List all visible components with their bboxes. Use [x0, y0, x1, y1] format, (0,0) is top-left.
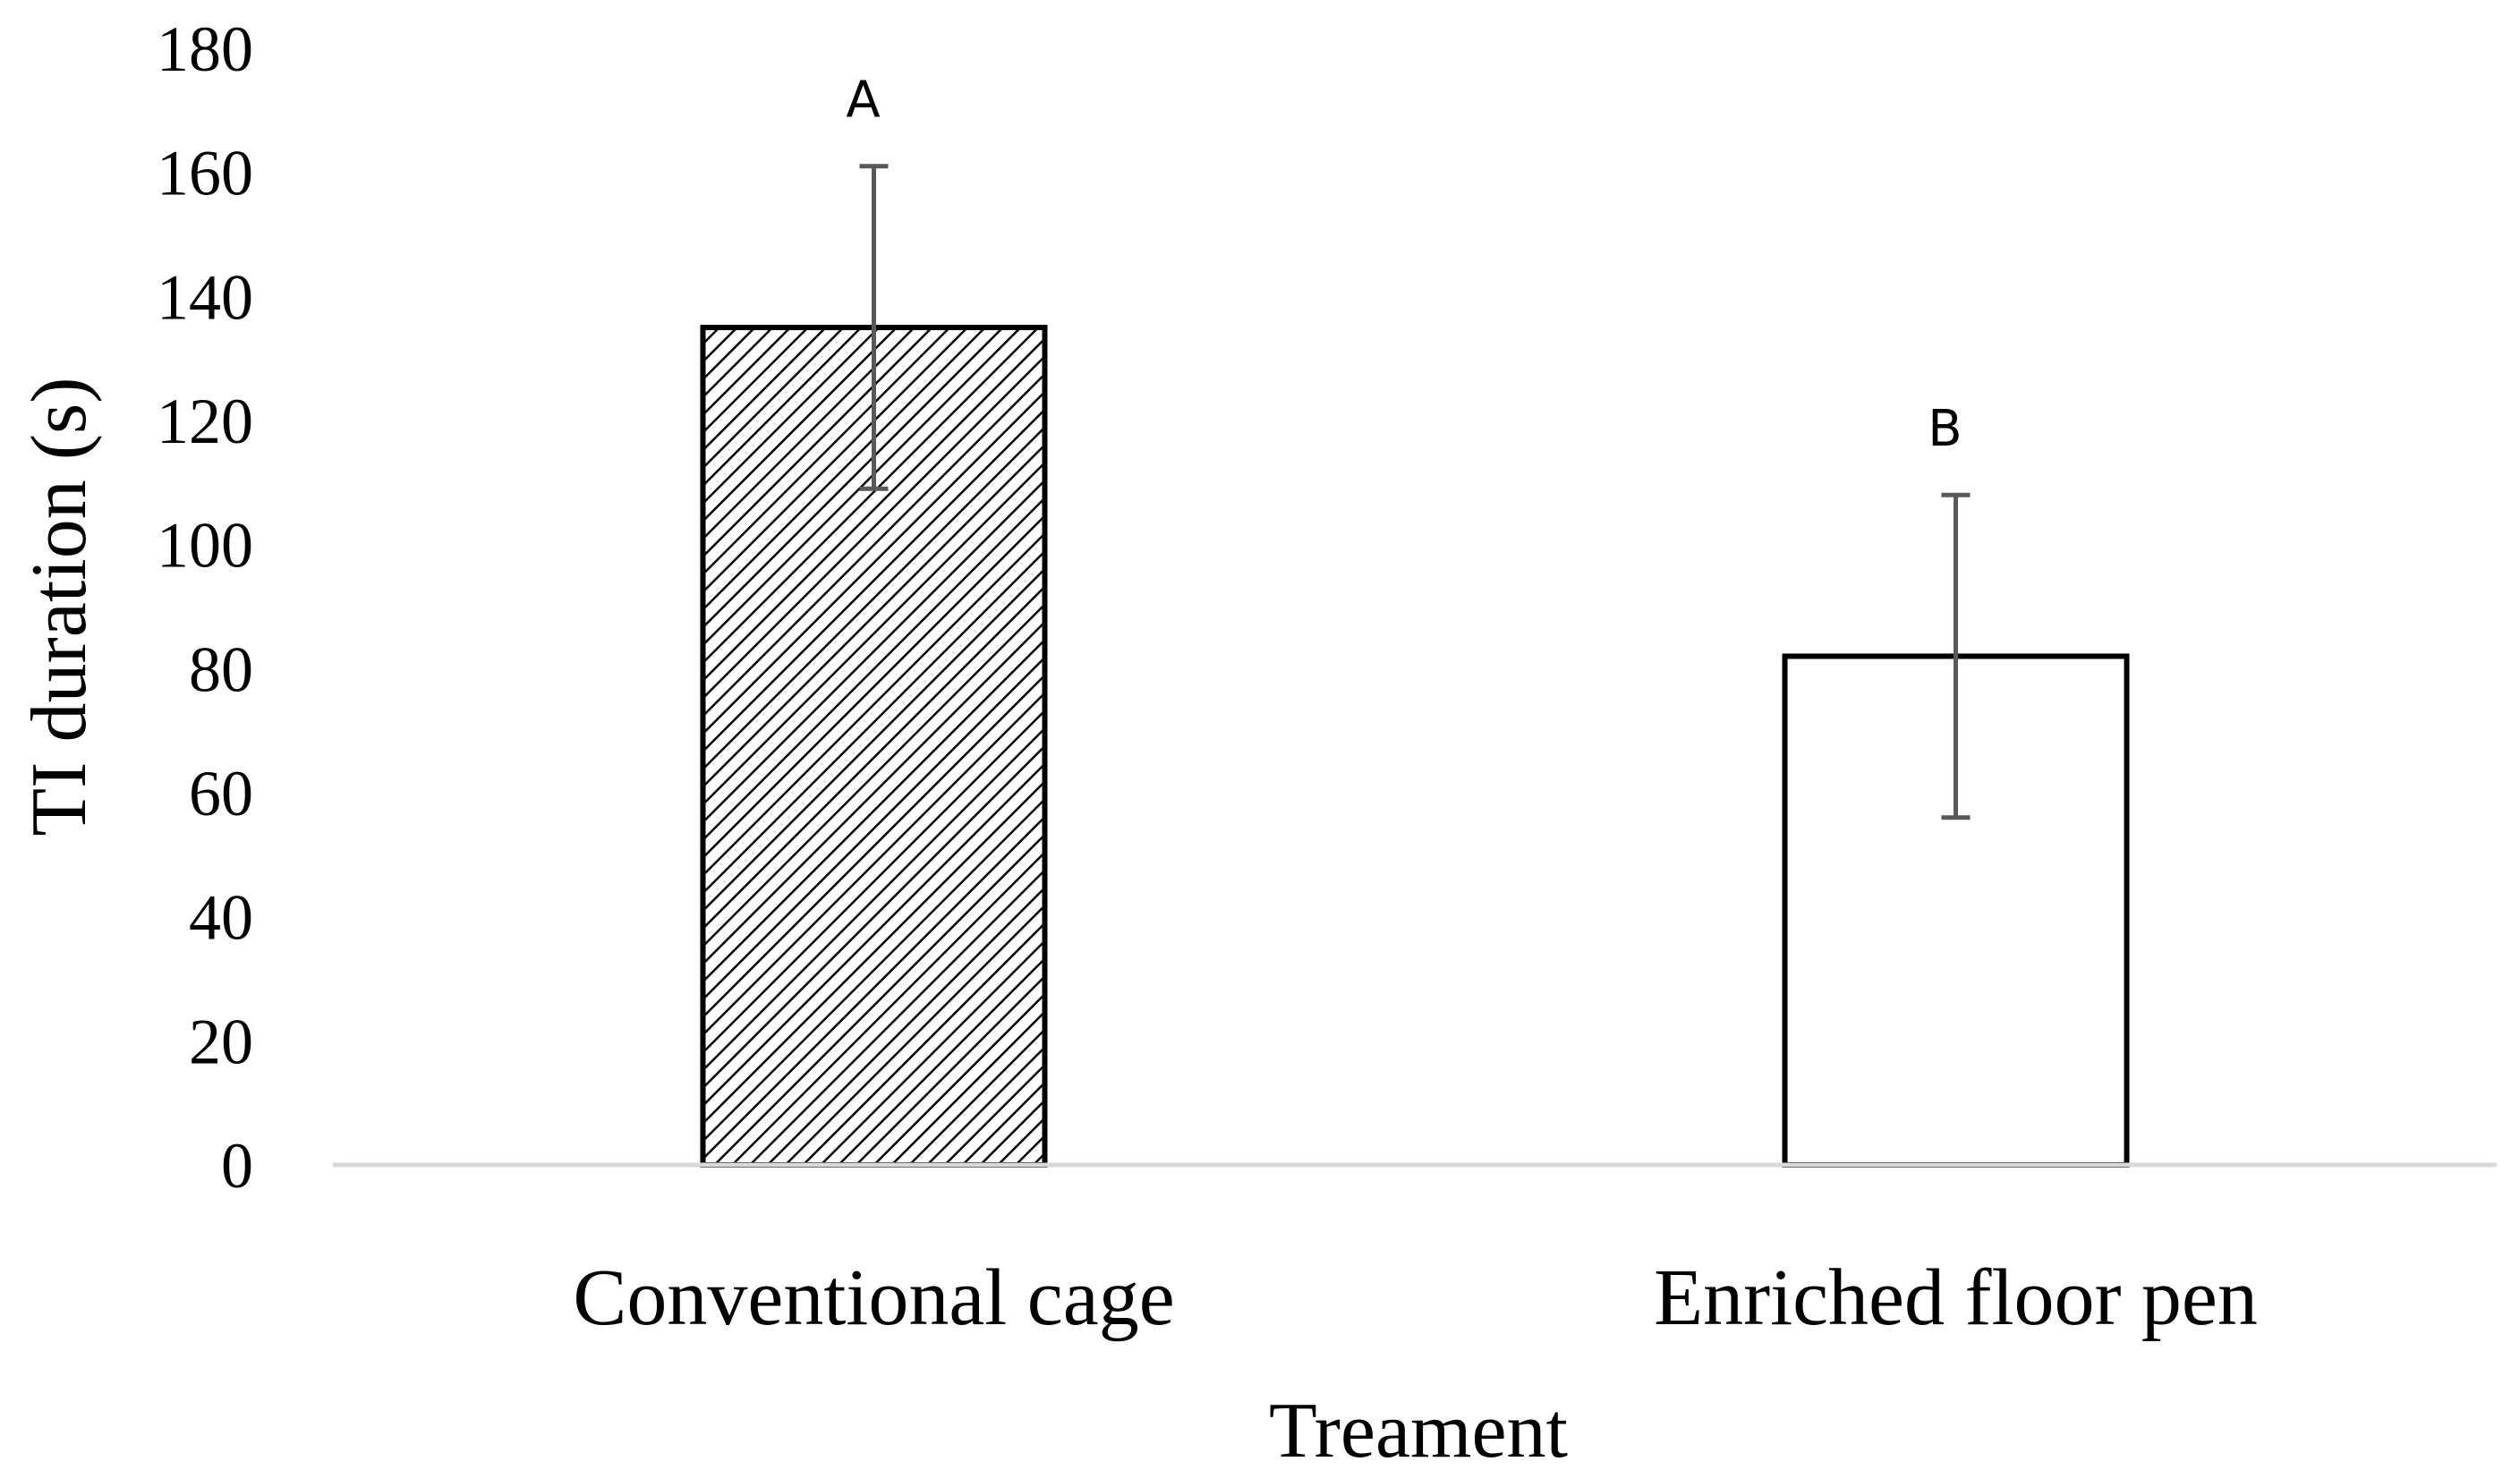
- y-tick-label: 160: [157, 138, 253, 209]
- y-tick-label: 180: [157, 13, 253, 85]
- y-axis-ticks: 0 20 40 60 80 100 120 140 160 180: [157, 13, 253, 1202]
- error-bar-0: [859, 164, 889, 491]
- significance-label-1: B: [1928, 400, 1962, 458]
- x-tick-label: Enriched floor pen: [1654, 1253, 2258, 1342]
- y-tick-label: 140: [157, 261, 253, 333]
- significance-label-0: A: [846, 72, 880, 130]
- error-bar-1: [1941, 492, 1971, 820]
- y-tick-label: 80: [189, 633, 253, 705]
- bars: AB: [700, 72, 2130, 1168]
- y-tick-label: 100: [157, 510, 253, 582]
- y-tick-label: 40: [189, 882, 253, 954]
- y-axis-title: TI duration (s): [16, 377, 103, 836]
- x-tick-label: Conventional cage: [573, 1253, 1174, 1342]
- y-tick-label: 0: [221, 1130, 253, 1202]
- y-tick-label: 60: [189, 758, 253, 829]
- y-tick-label: 20: [189, 1006, 253, 1077]
- y-tick-label: 120: [157, 386, 253, 457]
- x-axis-title: Treament: [1269, 1388, 1568, 1470]
- category-labels: Conventional cage Enriched floor pen: [573, 1253, 2258, 1342]
